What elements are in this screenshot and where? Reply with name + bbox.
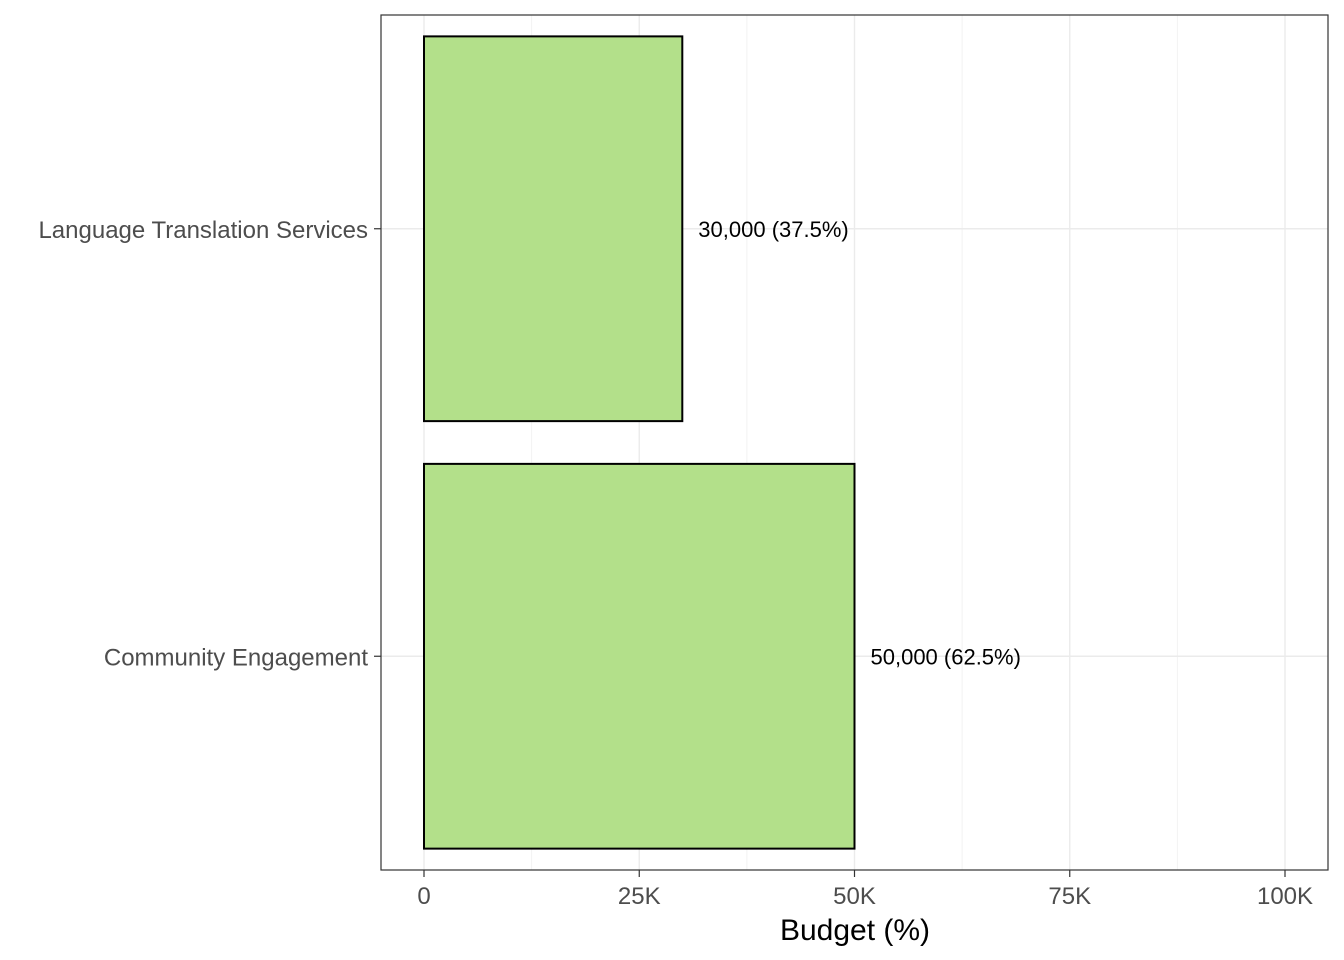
- bars: [423, 35, 856, 850]
- x-tick-label: 25K: [618, 883, 661, 910]
- bar: [423, 462, 856, 850]
- y-axis: Community Engagement Language Translation…: [38, 217, 381, 671]
- bar-labels: 50,000 (62.5%) 30,000 (37.5%): [698, 217, 1021, 670]
- bar-value-label: 50,000 (62.5%): [871, 644, 1021, 669]
- x-tick-label: 100K: [1257, 883, 1313, 910]
- y-category-label: Language Translation Services: [38, 217, 368, 244]
- x-tick-label: 75K: [1048, 883, 1091, 910]
- bar: [423, 35, 684, 423]
- x-tick-label: 0: [417, 883, 430, 910]
- y-category-label: Community Engagement: [104, 644, 368, 671]
- x-tick-label: 50K: [833, 883, 876, 910]
- x-axis: 0 25K 50K 75K 100K: [417, 870, 1313, 910]
- bar-value-label: 30,000 (37.5%): [698, 217, 848, 242]
- x-axis-title: Budget (%): [780, 914, 930, 947]
